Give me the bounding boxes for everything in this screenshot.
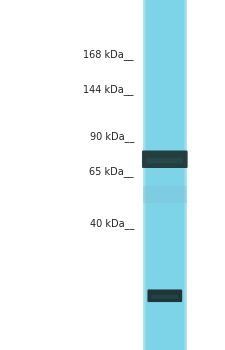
Bar <box>143 0 145 350</box>
Bar <box>184 0 187 350</box>
FancyBboxPatch shape <box>147 158 183 164</box>
FancyBboxPatch shape <box>147 289 182 302</box>
FancyBboxPatch shape <box>151 295 178 299</box>
Text: 144 kDa__: 144 kDa__ <box>83 84 134 95</box>
Text: 65 kDa__: 65 kDa__ <box>89 166 134 177</box>
Text: 40 kDa__: 40 kDa__ <box>90 218 134 230</box>
Bar <box>143 0 144 350</box>
Bar <box>143 186 187 203</box>
Text: 90 kDa__: 90 kDa__ <box>90 131 134 142</box>
Bar <box>185 0 187 350</box>
Bar <box>143 0 187 350</box>
Bar <box>143 0 146 350</box>
Text: 168 kDa__: 168 kDa__ <box>83 49 134 60</box>
FancyBboxPatch shape <box>142 150 188 168</box>
Bar <box>186 0 187 350</box>
